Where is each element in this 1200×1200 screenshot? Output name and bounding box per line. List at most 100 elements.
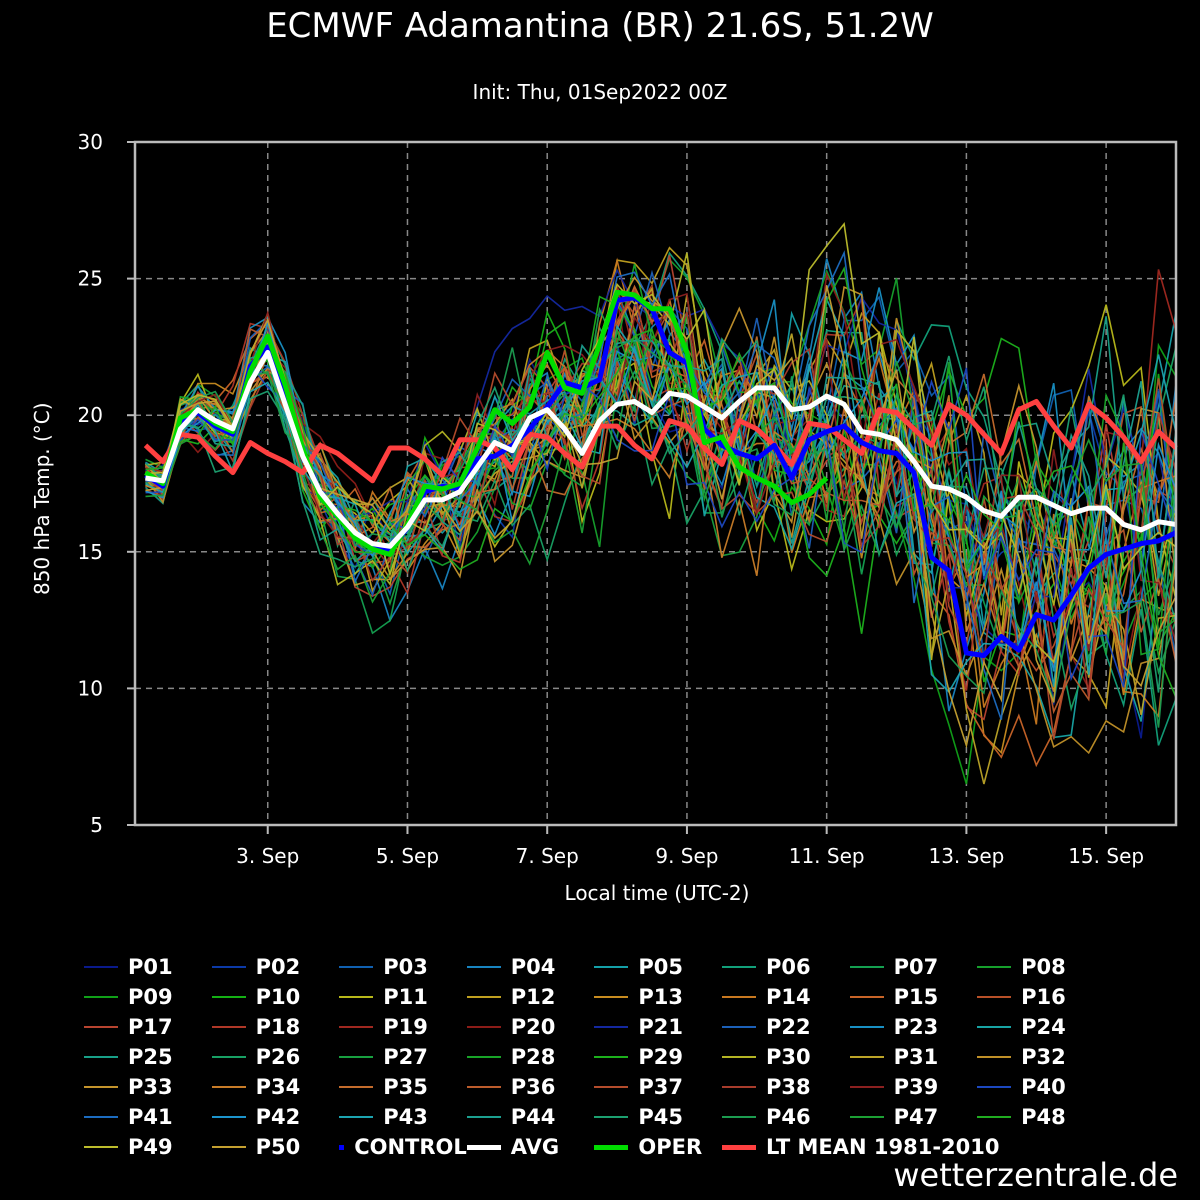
- legend-swatch: [721, 1116, 756, 1118]
- legend-label: P30: [765, 1045, 811, 1069]
- legend-item-p39: P39: [849, 1072, 978, 1102]
- legend-item-p42: P42: [211, 1102, 340, 1132]
- legend-swatch: [594, 966, 629, 968]
- legend-swatch: [84, 1146, 118, 1148]
- legend-label: P38: [765, 1075, 811, 1099]
- legend-label: P28: [510, 1045, 556, 1069]
- legend-label: P25: [128, 1045, 173, 1069]
- legend-swatch: [211, 1026, 246, 1028]
- legend-item-p20: P20: [466, 1012, 595, 1042]
- legend-item-p07: P07: [849, 952, 978, 982]
- legend-item-p14: P14: [721, 982, 850, 1012]
- legend-item-p35: P35: [339, 1072, 467, 1102]
- legend-label: P41: [128, 1105, 173, 1129]
- legend-label: P36: [510, 1075, 556, 1099]
- legend-item-p21: P21: [594, 1012, 722, 1042]
- legend-swatch: [594, 1086, 629, 1088]
- legend-item-p29: P29: [594, 1042, 722, 1072]
- legend-item-p04: P04: [466, 952, 595, 982]
- series-line-lt-mean-1981-2010: [143, 399, 1178, 484]
- legend-item-p30: P30: [721, 1042, 850, 1072]
- legend-swatch: [466, 1056, 501, 1058]
- legend-label: P39: [893, 1075, 939, 1099]
- legend-label: P07: [893, 955, 939, 979]
- legend-swatch: [594, 996, 629, 998]
- lead-lines: [143, 289, 1178, 659]
- legend-swatch: [339, 1056, 374, 1058]
- legend-label: P49: [128, 1135, 173, 1159]
- legend-label: P19: [383, 1015, 428, 1039]
- legend-item-p49: P49: [84, 1132, 212, 1162]
- legend-label: P24: [1021, 1015, 1066, 1039]
- legend-item-oper: OPER: [594, 1132, 722, 1162]
- legend-label: P05: [638, 955, 683, 979]
- watermark: wetterzentrale.de: [893, 1156, 1178, 1194]
- series-line-p34: [145, 339, 1177, 661]
- legend-item-p26: P26: [211, 1042, 340, 1072]
- legend-item-p44: P44: [466, 1102, 595, 1132]
- y-axis-label: 850 hPa Temp. (°C): [30, 402, 54, 595]
- series-line-p38: [145, 289, 1177, 697]
- legend-swatch: [977, 1026, 1012, 1028]
- legend-swatch: [211, 966, 246, 968]
- legend-label: P45: [638, 1105, 683, 1129]
- legend-swatch: [594, 1116, 629, 1118]
- legend-label: P22: [765, 1015, 811, 1039]
- x-tick-label: 11. Sep: [789, 844, 865, 868]
- legend-label: P46: [765, 1105, 811, 1129]
- legend-item-control: CONTROL: [339, 1132, 467, 1162]
- legend-swatch: [849, 1116, 884, 1118]
- y-tick-label: 20: [78, 403, 103, 427]
- legend-label: CONTROL: [354, 1135, 467, 1159]
- series-line-p47: [145, 327, 1177, 635]
- legend-swatch: [339, 966, 374, 968]
- y-tick-label: 25: [78, 267, 103, 291]
- legend-item-p41: P41: [84, 1102, 212, 1132]
- legend-item-p37: P37: [594, 1072, 722, 1102]
- legend-swatch: [849, 1026, 884, 1028]
- legend-label: P10: [255, 985, 301, 1009]
- legend-item-p36: P36: [466, 1072, 595, 1102]
- legend-swatch: [211, 1086, 246, 1088]
- legend-swatch: [977, 1056, 1012, 1058]
- legend-label: P08: [1021, 955, 1066, 979]
- legend: P01 P02 P03 P04 P05 P06 P07 P08 P09 P10 P11 P12 P13 P…: [84, 952, 1184, 1162]
- legend-item-p06: P06: [721, 952, 850, 982]
- legend-swatch: [721, 1086, 756, 1088]
- legend-label: LT MEAN 1981-2010: [765, 1135, 1000, 1159]
- legend-label: P23: [893, 1015, 939, 1039]
- legend-swatch: [339, 1144, 345, 1150]
- chart-subtitle: Init: Thu, 01Sep2022 00Z: [472, 80, 728, 104]
- legend-label: P44: [510, 1105, 556, 1129]
- legend-item-p46: P46: [721, 1102, 850, 1132]
- legend-item-p18: P18: [211, 1012, 340, 1042]
- legend-swatch: [466, 1144, 501, 1150]
- legend-item-p12: P12: [466, 982, 595, 1012]
- legend-label: P16: [1021, 985, 1066, 1009]
- legend-label: P18: [255, 1015, 301, 1039]
- legend-swatch: [977, 1086, 1012, 1088]
- legend-label: P43: [383, 1105, 428, 1129]
- legend-item-p47: P47: [849, 1102, 978, 1132]
- legend-label: P15: [893, 985, 939, 1009]
- legend-swatch: [339, 1086, 374, 1088]
- series-line-p25: [144, 310, 1177, 623]
- x-ticks: 3. Sep 5. Sep 7. Sep 9. Sep 11. Sep 13. Sep 15…: [236, 825, 1144, 868]
- legend-item-p03: P03: [339, 952, 467, 982]
- legend-item-p33: P33: [84, 1072, 212, 1102]
- legend-item-p02: P02: [211, 952, 340, 982]
- legend-item-p05: P05: [594, 952, 722, 982]
- legend-swatch: [977, 1116, 1012, 1118]
- x-tick-label: 5. Sep: [376, 844, 439, 868]
- legend-swatch: [849, 996, 884, 998]
- legend-item-p50: P50: [211, 1132, 340, 1162]
- legend-swatch: [977, 966, 1012, 968]
- legend-item-p31: P31: [849, 1042, 978, 1072]
- chart-title: ECMWF Adamantina (BR) 21.6S, 51.2W: [266, 6, 934, 46]
- series-line-p24: [145, 353, 1177, 739]
- legend-item-p28: P28: [466, 1042, 595, 1072]
- legend-item-p01: P01: [84, 952, 212, 982]
- legend-item-p17: P17: [84, 1012, 212, 1042]
- legend-label: P31: [893, 1045, 939, 1069]
- legend-row: P09 P10 P11 P12 P13 P14 P15 P16: [84, 982, 1184, 1012]
